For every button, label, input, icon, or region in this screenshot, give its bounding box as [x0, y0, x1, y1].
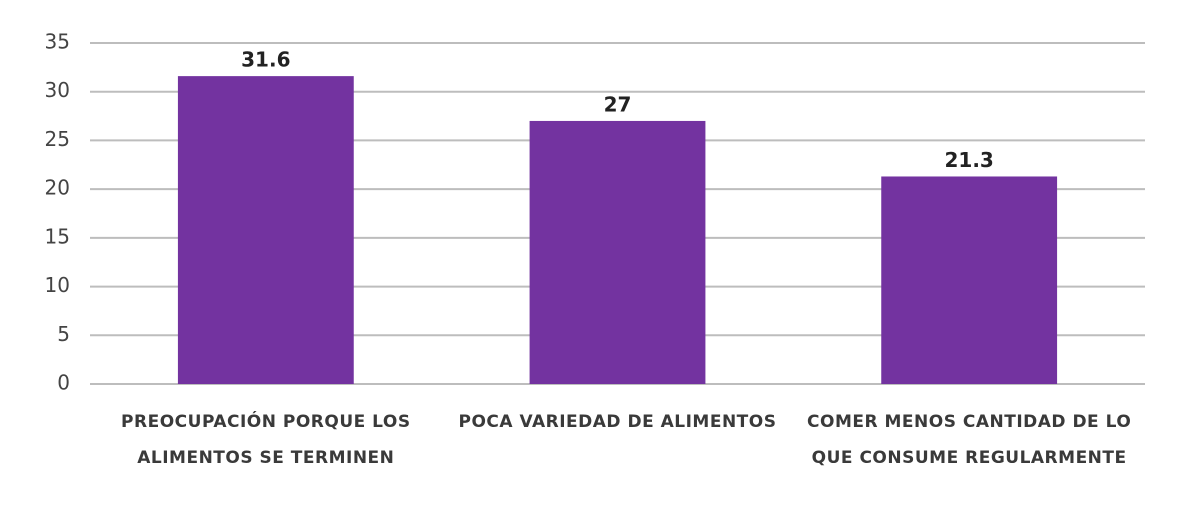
- x-tick-label: COMER MENOS CANTIDAD DE LO QUE CONSUME R…: [807, 412, 1132, 468]
- y-tick-label: 35: [45, 30, 70, 54]
- x-tick-label: PREOCUPACIÓN PORQUE LOS ALIMENTOS SE TER…: [121, 412, 411, 468]
- y-tick-label: 10: [45, 273, 70, 297]
- bar: [177, 76, 354, 384]
- y-tick-label: 15: [45, 224, 70, 248]
- y-tick-label: 20: [45, 176, 70, 200]
- y-tick-label: 25: [45, 127, 70, 151]
- bar: [881, 176, 1058, 384]
- value-label: 31.6: [241, 48, 290, 72]
- value-label: 27: [604, 92, 632, 116]
- bar: [529, 120, 706, 384]
- x-tick-label: POCA VARIEDAD DE ALIMENTOS: [458, 412, 777, 432]
- y-tick-label: 30: [45, 78, 70, 102]
- value-label: 21.3: [944, 148, 993, 172]
- y-tick-label: 0: [57, 371, 70, 395]
- y-tick-label: 5: [57, 322, 70, 346]
